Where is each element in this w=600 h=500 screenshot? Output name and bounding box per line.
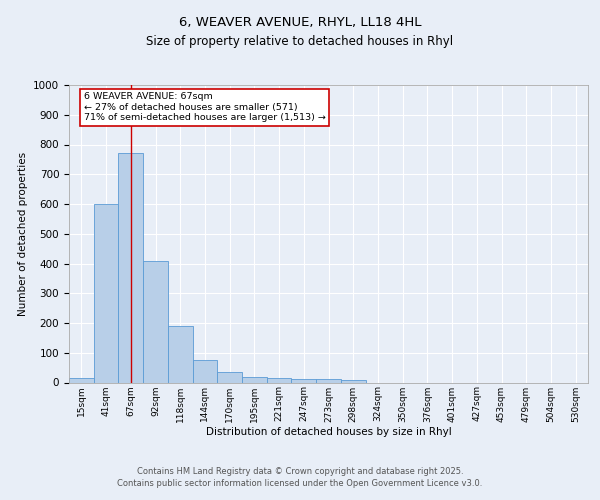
Y-axis label: Number of detached properties: Number of detached properties [17,152,28,316]
Bar [217,372,242,382]
Bar [316,379,341,382]
Text: 6, WEAVER AVENUE, RHYL, LL18 4HL: 6, WEAVER AVENUE, RHYL, LL18 4HL [179,16,421,29]
Bar [242,377,267,382]
Bar [118,154,143,382]
Text: 6 WEAVER AVENUE: 67sqm
← 27% of detached houses are smaller (571)
71% of semi-de: 6 WEAVER AVENUE: 67sqm ← 27% of detached… [84,92,326,122]
X-axis label: Distribution of detached houses by size in Rhyl: Distribution of detached houses by size … [206,427,451,437]
Bar [341,380,365,382]
Text: Contains HM Land Registry data © Crown copyright and database right 2025.: Contains HM Land Registry data © Crown c… [137,466,463,475]
Bar [193,360,217,382]
Bar [168,326,193,382]
Text: Contains public sector information licensed under the Open Government Licence v3: Contains public sector information licen… [118,479,482,488]
Bar [143,260,168,382]
Bar [267,378,292,382]
Text: Size of property relative to detached houses in Rhyl: Size of property relative to detached ho… [146,34,454,48]
Bar [69,378,94,382]
Bar [292,379,316,382]
Bar [94,204,118,382]
